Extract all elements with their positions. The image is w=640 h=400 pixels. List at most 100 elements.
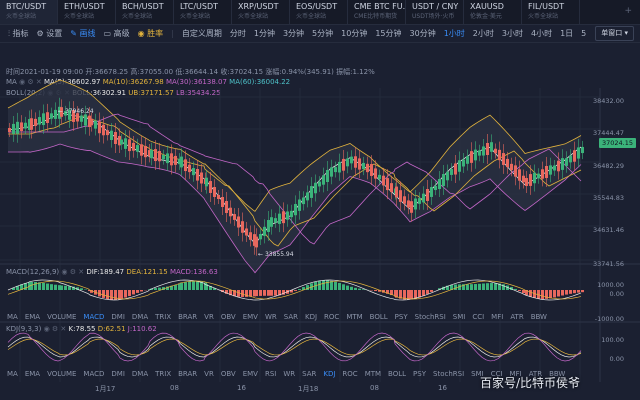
indicator-tab[interactable]: MTM: [364, 370, 382, 378]
indicator-tab[interactable]: BBW: [530, 313, 547, 321]
indicator-tab[interactable]: DMI: [111, 370, 125, 378]
layout-select[interactable]: 单窗口 ▾: [595, 26, 634, 41]
market-tab[interactable]: XAUUSD 伦敦金·美元: [464, 0, 522, 24]
indicator-tab[interactable]: EMA: [24, 370, 41, 378]
indicator-tab[interactable]: VR: [204, 370, 214, 378]
indicator-tab[interactable]: EMA: [24, 313, 41, 321]
tab-name: USDT / CNY: [412, 2, 459, 11]
indicator-tab[interactable]: OBV: [220, 313, 236, 321]
indicator-tab[interactable]: ATR: [510, 313, 524, 321]
market-tab[interactable]: BCH/USDT 火币全球站: [116, 0, 174, 24]
period-option[interactable]: 2小时: [472, 28, 494, 38]
indicator-tab[interactable]: EMV: [242, 313, 258, 321]
indicator-tab[interactable]: DMI: [111, 313, 125, 321]
market-tab[interactable]: BTC/USDT 火币全球站: [0, 0, 58, 24]
ma-label[interactable]: MA: [6, 78, 17, 86]
macd-bar: [90, 290, 93, 293]
custom-period-button[interactable]: 自定义周期: [181, 28, 222, 38]
period-option[interactable]: 1小时: [443, 28, 465, 38]
settings-button[interactable]: ⚙ 设置: [36, 28, 63, 38]
market-tab[interactable]: XRP/USDT 火币全球站: [232, 0, 290, 24]
indicator-tab[interactable]: CCI: [472, 313, 485, 321]
indicator-tab[interactable]: BRAR: [178, 370, 198, 378]
macd-bar: [470, 284, 473, 290]
advanced-button[interactable]: ▭ 高级: [103, 28, 130, 38]
market-tab[interactable]: FIL/USDT 火币全球站: [522, 0, 580, 24]
indicator-tab[interactable]: WR: [283, 370, 296, 378]
period-option[interactable]: 1日: [560, 28, 574, 38]
indicator-tab[interactable]: DMA: [131, 370, 149, 378]
indicator-tab[interactable]: RSI: [264, 370, 277, 378]
high-value: 高:37055.00: [130, 68, 174, 76]
indicator-tab[interactable]: OBV: [220, 370, 236, 378]
indicator-tab[interactable]: MA: [7, 370, 18, 378]
period-option[interactable]: 3分钟: [282, 28, 305, 38]
macd-bar: [259, 290, 262, 296]
market-tab[interactable]: EOS/USDT 火币全球站: [290, 0, 348, 24]
indicator-tab[interactable]: CCI: [490, 370, 503, 378]
candle: [565, 158, 568, 166]
indicator-tab[interactable]: BRAR: [178, 313, 198, 321]
macd-bar: [205, 284, 208, 290]
indicator-tab[interactable]: SMI: [452, 313, 466, 321]
period-option[interactable]: 3小时: [501, 28, 523, 38]
period-option[interactable]: 10分钟: [341, 28, 368, 38]
indicator-tab[interactable]: WR: [264, 313, 277, 321]
indicators-button[interactable]: ⫶ 指标: [8, 28, 29, 38]
indicator-tab[interactable]: DMA: [131, 313, 149, 321]
indicator-tab[interactable]: KDJ: [305, 313, 318, 321]
indicator-tab[interactable]: SAR: [283, 313, 298, 321]
candle: [46, 112, 49, 123]
indicator-tab[interactable]: StochRSI: [433, 370, 465, 378]
add-tab-icon[interactable]: +: [624, 6, 632, 16]
indicator-tab[interactable]: VOLUME: [47, 313, 77, 321]
eye-icon[interactable]: ◉ ⚙ ✕: [43, 325, 67, 333]
macd-label[interactable]: MACD(12,26,9): [6, 268, 60, 276]
eye-icon[interactable]: ◉ ⚙ ✕: [61, 268, 85, 276]
period-option[interactable]: 15分钟: [375, 28, 402, 38]
watermark: 百家号/比特币侯爷: [480, 376, 581, 390]
indicator-tab[interactable]: MTM: [346, 313, 363, 321]
market-tab[interactable]: CME BTC FU... CME比特币期货: [348, 0, 406, 24]
indicator-tab[interactable]: BBW: [549, 370, 566, 378]
candle: [450, 169, 453, 175]
market-tab[interactable]: LTC/USDT 火币全球站: [174, 0, 232, 24]
indicator-tab[interactable]: VOLUME: [47, 370, 77, 378]
indicator-tab[interactable]: PSY: [413, 370, 426, 378]
indicator-tab[interactable]: StochRSI: [414, 313, 446, 321]
period-option[interactable]: 分时: [229, 28, 246, 38]
indicator-tab[interactable]: SAR: [302, 370, 317, 378]
indicator-tab[interactable]: ROC: [324, 313, 340, 321]
indicator-tab[interactable]: BOLL: [388, 370, 407, 378]
draw-line-button[interactable]: ✎ 画线: [70, 28, 96, 38]
period-option[interactable]: 5分钟: [312, 28, 334, 38]
period-option[interactable]: 4小时: [530, 28, 553, 38]
period-option[interactable]: 1分钟: [253, 28, 275, 38]
period-option[interactable]: 5: [581, 28, 587, 38]
market-tab[interactable]: ETH/USDT 火币全球站: [58, 0, 116, 24]
winrate-button[interactable]: ◉ 胜率: [137, 28, 164, 38]
indicator-tab[interactable]: ATR: [528, 370, 543, 378]
price-chart[interactable]: [0, 42, 640, 382]
period-option[interactable]: 30分钟: [409, 28, 436, 38]
indicator-tab[interactable]: TRIX: [155, 370, 172, 378]
indicator-tab[interactable]: TRIX: [155, 313, 172, 321]
candle: [20, 122, 23, 132]
indicator-tab[interactable]: ROC: [342, 370, 358, 378]
candle: [525, 178, 528, 186]
indicator-tab[interactable]: KDJ: [323, 370, 336, 378]
eye-icon[interactable]: ◉ ⚙ ✕: [19, 78, 42, 86]
indicator-tab[interactable]: VR: [204, 313, 214, 321]
indicator-tab[interactable]: MFI: [509, 370, 522, 378]
indicator-tab[interactable]: BOLL: [369, 313, 388, 321]
indicator-tab[interactable]: EMV: [242, 370, 258, 378]
boll-label[interactable]: BOLL(20,2): [6, 89, 46, 97]
indicator-tab[interactable]: MA: [7, 313, 18, 321]
indicator-tab[interactable]: PSY: [394, 313, 408, 321]
market-tab[interactable]: USDT / CNY USDT场外·火币: [406, 0, 464, 24]
indicator-tab[interactable]: MACD: [83, 370, 105, 378]
indicator-tab[interactable]: MFI: [491, 313, 504, 321]
kdj-label[interactable]: KDJ(9,3,3): [6, 325, 42, 333]
indicator-tab[interactable]: MACD: [83, 313, 105, 321]
indicator-tab[interactable]: SMI: [471, 370, 484, 378]
